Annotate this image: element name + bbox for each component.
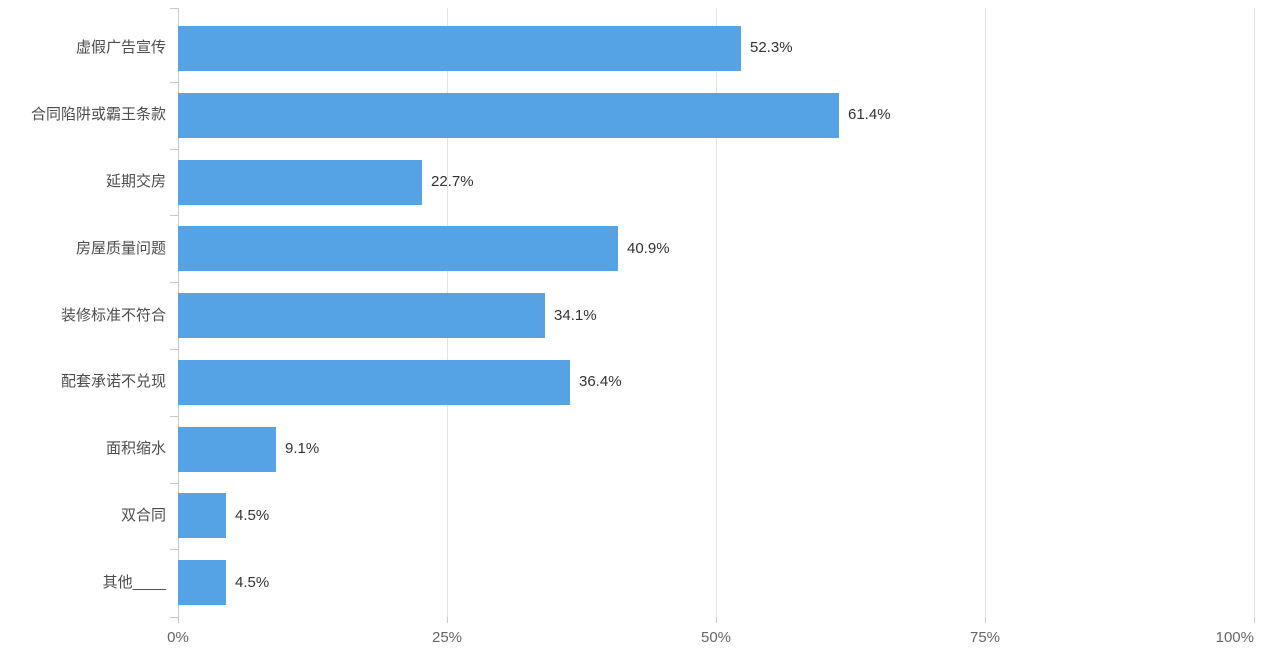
category-label: 双合同 [120,507,166,524]
value-label: 34.1% [554,307,597,324]
y-axis-tick [170,617,178,618]
gridline [985,8,986,618]
bar [178,93,839,138]
y-axis-tick [170,416,178,417]
y-axis-tick [170,82,178,83]
bar [178,493,226,538]
x-axis-tick [178,617,179,623]
value-label: 40.9% [627,240,670,257]
value-label: 4.5% [235,574,270,591]
y-axis-tick [170,549,178,550]
y-axis-tick [170,483,178,484]
x-axis-tick [985,617,986,623]
value-label: 9.1% [285,440,320,457]
x-axis-tick-label: 25% [431,629,463,646]
bar [178,560,226,605]
gridline [716,8,717,618]
value-label: 22.7% [431,173,474,190]
gridline [1254,8,1255,618]
y-axis-tick [170,8,178,9]
y-axis-tick [170,215,178,216]
bar [178,293,545,338]
category-label: 虚假广告宣传 [75,39,166,56]
value-label: 4.5% [235,507,270,524]
bar [178,427,276,472]
category-label: 合同陷阱或霸王条款 [30,106,166,123]
category-label: 装修标准不符合 [60,307,166,324]
value-label: 36.4% [579,373,622,390]
x-axis-tick-label: 0% [167,629,189,646]
x-axis-tick [447,617,448,623]
bar [178,26,741,71]
category-label: 房屋质量问题 [75,240,166,257]
value-label: 52.3% [750,39,793,56]
bar [178,360,570,405]
bar [178,160,422,205]
x-axis-tick [1254,617,1255,623]
x-axis-tick-label: 50% [700,629,732,646]
x-axis-tick-label: 100% [1215,629,1254,646]
y-axis-tick [170,282,178,283]
x-axis-tick-label: 75% [969,629,1001,646]
y-axis-tick [170,149,178,150]
category-label: 面积缩水 [105,440,166,457]
category-label: 配套承诺不兑现 [60,373,166,390]
x-axis-tick [716,617,717,623]
bar [178,226,618,271]
value-label: 61.4% [848,106,891,123]
category-label: 延期交房 [105,173,166,190]
y-axis-tick [170,349,178,350]
category-label: 其他____ [102,574,166,591]
